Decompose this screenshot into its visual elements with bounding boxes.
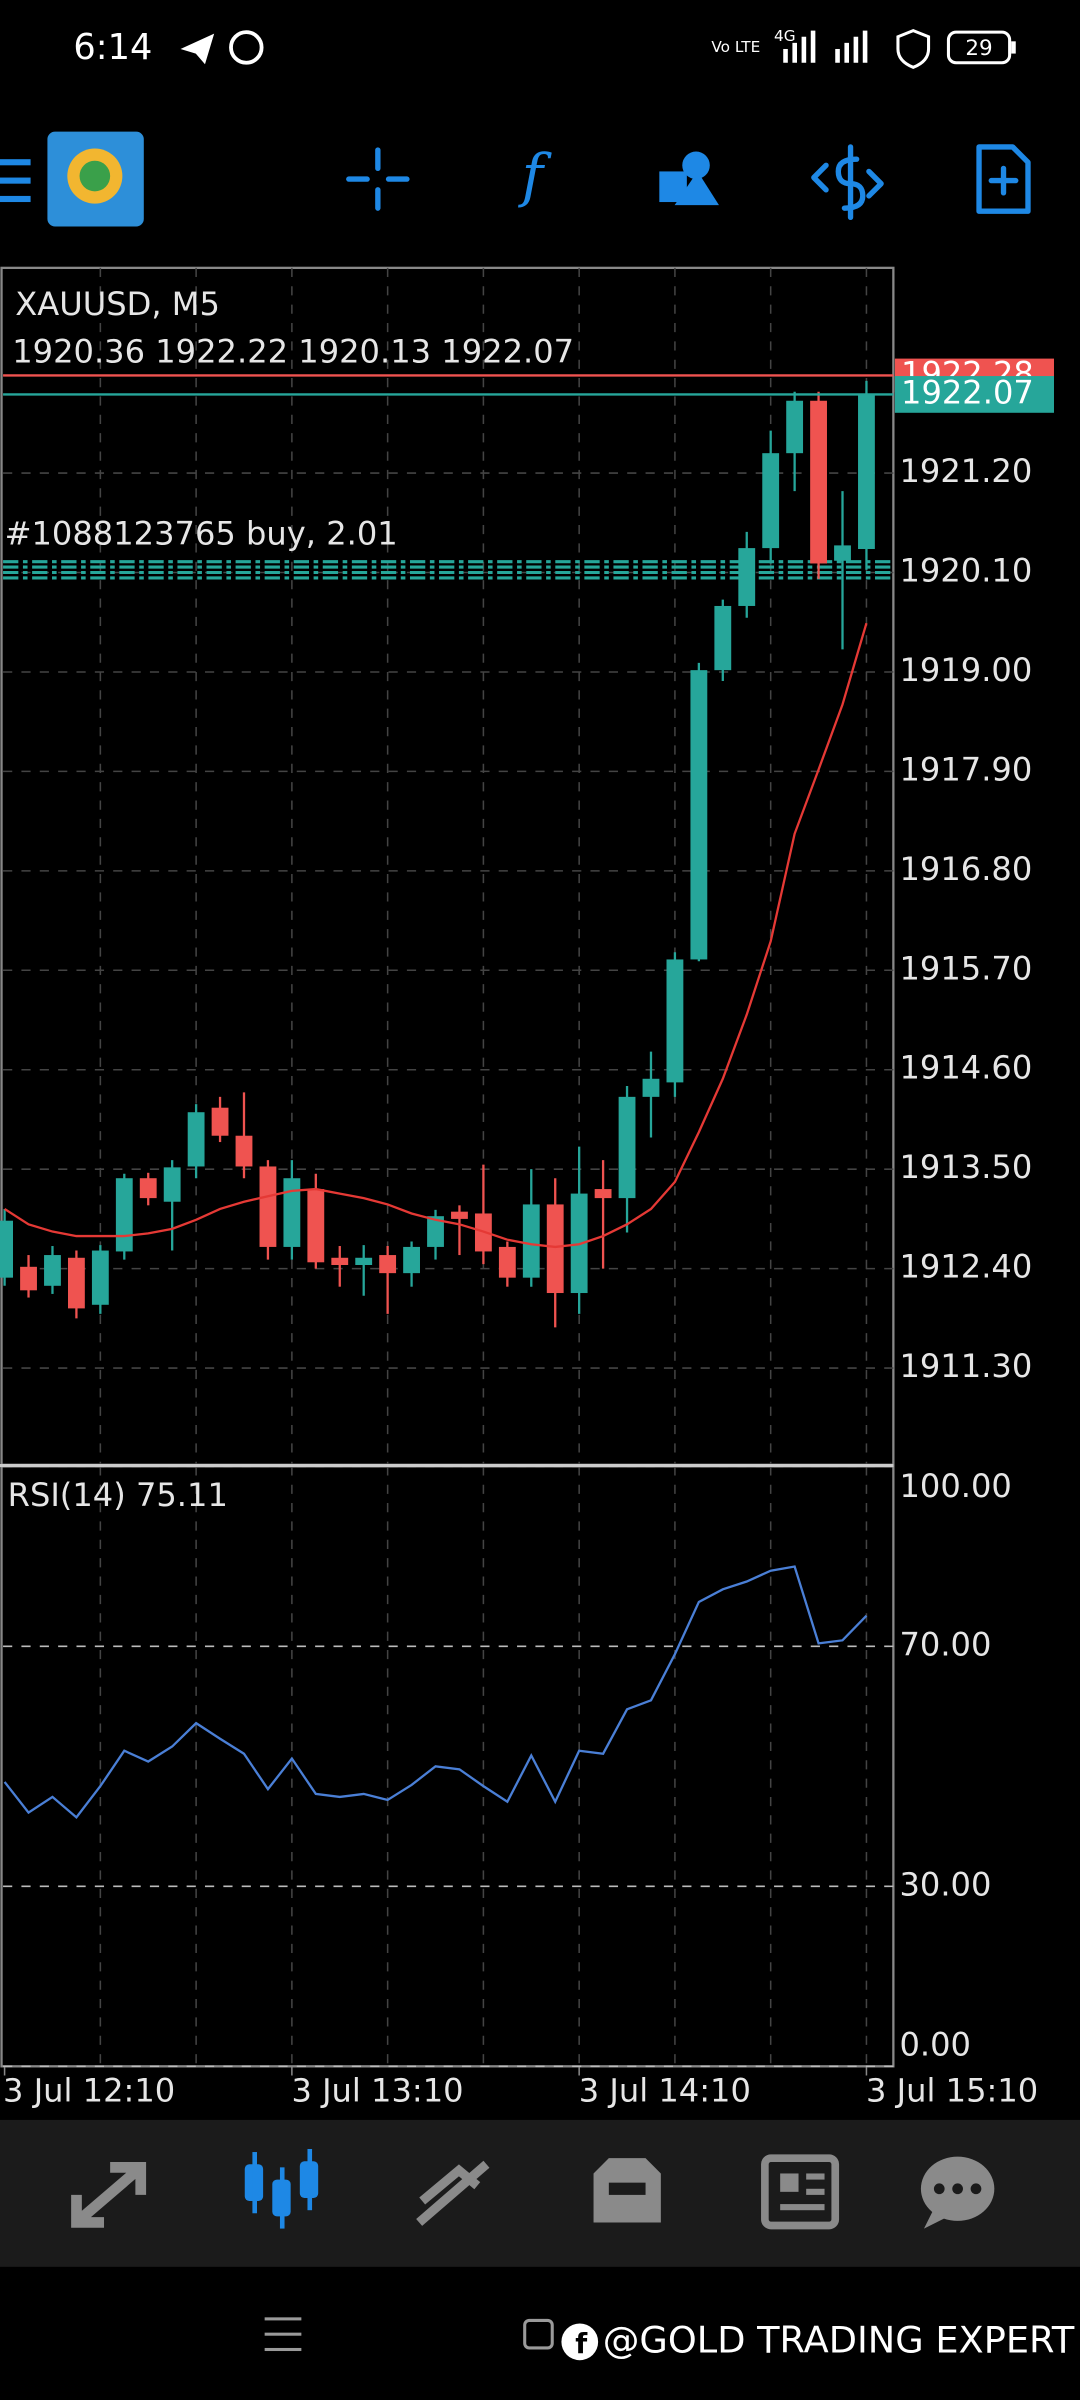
system-home[interactable] (523, 2318, 554, 2350)
candle-body (259, 1166, 277, 1247)
nav-news[interactable] (761, 2154, 840, 2230)
status-signal: 4G (774, 27, 796, 45)
crosshair-button[interactable] (346, 147, 410, 211)
candle-body (91, 1250, 109, 1305)
nav-trade[interactable] (416, 2160, 490, 2226)
candle-body (355, 1257, 373, 1266)
y-tick-label: 1919.00 (899, 651, 1032, 689)
candle-body (331, 1257, 349, 1266)
new-order-button[interactable] (976, 144, 1031, 214)
bottom-nav (0, 2119, 1080, 2267)
shield-icon (896, 28, 931, 69)
system-menu[interactable] (264, 2317, 302, 2352)
bid-label: 1922.07 (901, 373, 1034, 411)
candle-body (20, 1266, 37, 1291)
x-tick-label: 3 Jul 14:10 (579, 2071, 751, 2109)
candle-body (642, 1078, 660, 1097)
candle-body (235, 1135, 253, 1167)
status-time: 6:14 (73, 27, 152, 68)
status-app-icons (180, 30, 264, 65)
candle-body (546, 1204, 564, 1294)
x-tick-label: 3 Jul 15:10 (866, 2071, 1038, 2109)
menu-button[interactable] (0, 159, 31, 203)
candle-body (0, 1220, 14, 1278)
candle-body (714, 605, 732, 671)
battery-level: 29 (965, 36, 992, 61)
moving-average (3, 622, 868, 1249)
svg-text:f: f (575, 2328, 588, 2360)
battery (946, 30, 1012, 65)
chart-title: XAUUSD, M5 (15, 285, 220, 323)
app-logo[interactable] (47, 131, 144, 227)
candle-body (810, 400, 827, 564)
order-label: #1088123765 buy, 2.01 (5, 515, 398, 553)
candle-body (451, 1211, 468, 1219)
ohlc-summary: 1920.36 1922.22 1920.13 1922.07 (12, 333, 574, 371)
chart: 1921.20 1920.10 1919.00 1917.90 1916.80 1915.… (0, 266, 1054, 2109)
candle-body (163, 1167, 181, 1202)
candle-body (618, 1096, 636, 1199)
y-tick-label: 1916.80 (899, 850, 1032, 888)
candle-body (858, 394, 875, 550)
facebook-icon: f (561, 2323, 599, 2361)
candle-body (762, 453, 780, 549)
y-tick-label: 1917.90 (899, 750, 1032, 788)
candle-body (427, 1216, 444, 1247)
trade-button[interactable] (811, 144, 884, 221)
candle-body (187, 1112, 205, 1167)
candle-body (666, 959, 684, 1083)
candle-body (522, 1204, 540, 1278)
y-tick-label: 1915.70 (899, 949, 1032, 987)
y-tick-label: 30.00 (899, 1865, 991, 1903)
y-tick-label: 100.00 (899, 1467, 1011, 1505)
nav-history[interactable] (593, 2158, 661, 2223)
candle-body (690, 670, 708, 960)
nav-chat[interactable] (920, 2156, 995, 2229)
candle-body (211, 1107, 229, 1136)
candle-body (139, 1178, 157, 1199)
y-tick-label: 1914.60 (899, 1049, 1032, 1087)
y-tick-label: 1911.30 (899, 1347, 1032, 1385)
y-tick-label: 0.00 (899, 2025, 971, 2063)
signal-bars (783, 30, 868, 63)
candle-body (738, 548, 756, 606)
x-tick-label: 3 Jul 12:10 (3, 2071, 175, 2109)
x-tick-label: 3 Jul 13:10 (291, 2071, 463, 2109)
y-tick-label: 70.00 (899, 1625, 991, 1663)
candle-body (786, 400, 804, 454)
candle-body (307, 1189, 325, 1263)
candle-body (379, 1255, 397, 1274)
battery-tip (1011, 41, 1016, 54)
nav-chart[interactable] (244, 2148, 319, 2229)
candle-body (44, 1255, 61, 1286)
candle-body (283, 1178, 301, 1247)
objects-button[interactable] (659, 151, 719, 206)
watermark: @GOLD TRADING EXPERT (603, 2318, 1075, 2361)
y-tick-label: 1920.10 (899, 552, 1032, 590)
bid-tag (894, 376, 1054, 413)
rsi-line (3, 1565, 868, 1819)
y-tick-label: 1921.20 (899, 452, 1032, 490)
nav-quotes[interactable] (71, 2161, 147, 2228)
candle-body (403, 1246, 420, 1274)
candle-body (594, 1189, 612, 1199)
candle-body (498, 1246, 516, 1278)
indicator-title: RSI(14) 75.11 (8, 1476, 228, 1514)
status-network: Vo LTE (711, 38, 760, 56)
y-tick-label: 1912.40 (899, 1248, 1032, 1286)
candle-body (115, 1178, 133, 1252)
candle-body (834, 545, 851, 561)
y-tick-label: 1913.50 (899, 1148, 1032, 1186)
candle-body (67, 1257, 85, 1309)
